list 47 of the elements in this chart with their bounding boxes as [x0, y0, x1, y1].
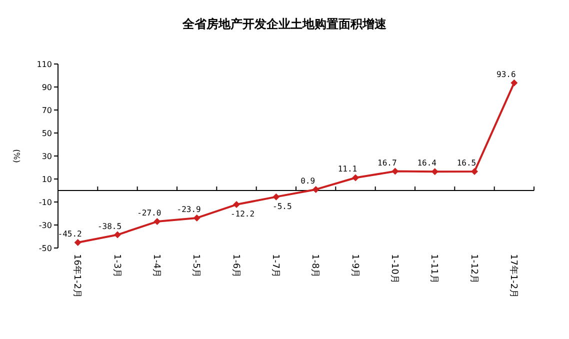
x-tick-label: 16年1-2月	[72, 254, 83, 298]
point	[272, 193, 280, 200]
point	[154, 218, 161, 226]
x-tick-label: 1-4月	[151, 254, 162, 278]
data-label: 16.7	[378, 158, 397, 168]
data-label: 93.6	[496, 70, 516, 79]
y-tick-label: 70	[42, 106, 52, 115]
y-tick-label: 90	[42, 83, 52, 92]
y-tick-label: -10	[38, 198, 52, 207]
y-tick-label: -50	[38, 244, 52, 253]
point	[114, 231, 121, 238]
y-tick-label: 30	[42, 152, 52, 161]
x-tick-label: 17年1-2月	[508, 254, 520, 298]
x-tick-label: 1-5月	[190, 254, 201, 278]
y-tick-label: -30	[38, 221, 52, 230]
data-label: -12.2	[230, 210, 255, 219]
data-label: 0.9	[300, 176, 316, 186]
x-tick-label: 1-10月	[389, 254, 400, 284]
x-tick-label: 1-6月	[230, 254, 240, 278]
point	[471, 168, 478, 176]
data-label: -23.9	[176, 204, 202, 214]
y-tick-label: 50	[42, 129, 52, 138]
data-label: 16.5	[456, 158, 476, 168]
data-label: -38.5	[97, 222, 122, 231]
data-label: -45.2	[58, 229, 82, 238]
point	[510, 79, 518, 86]
chart-title: 全省房地产开发企业土地购置面积增速	[182, 17, 388, 31]
data-label: 16.4	[417, 158, 437, 168]
x-tick-label: 1-12月	[468, 254, 478, 284]
x-tick-label: 1-11月	[428, 254, 439, 284]
data-label: -27.0	[137, 208, 162, 218]
point	[233, 201, 240, 208]
y-tick-label: 110	[36, 60, 52, 69]
x-tick-label: 1-8月	[310, 254, 320, 278]
point	[193, 214, 200, 222]
data-label: -5.5	[272, 202, 292, 211]
point	[431, 168, 438, 176]
point	[74, 238, 82, 246]
point	[392, 168, 399, 175]
x-tick-label: 1-7月	[270, 254, 280, 278]
y-tick-label: 10	[42, 175, 52, 184]
x-tick-label: 1-3月	[111, 254, 122, 278]
point	[352, 174, 359, 182]
point	[312, 186, 320, 193]
y-axis-title: (%)	[12, 149, 21, 163]
x-tick-label: 1-9月	[349, 254, 360, 278]
data-label: 11.1	[338, 164, 358, 174]
